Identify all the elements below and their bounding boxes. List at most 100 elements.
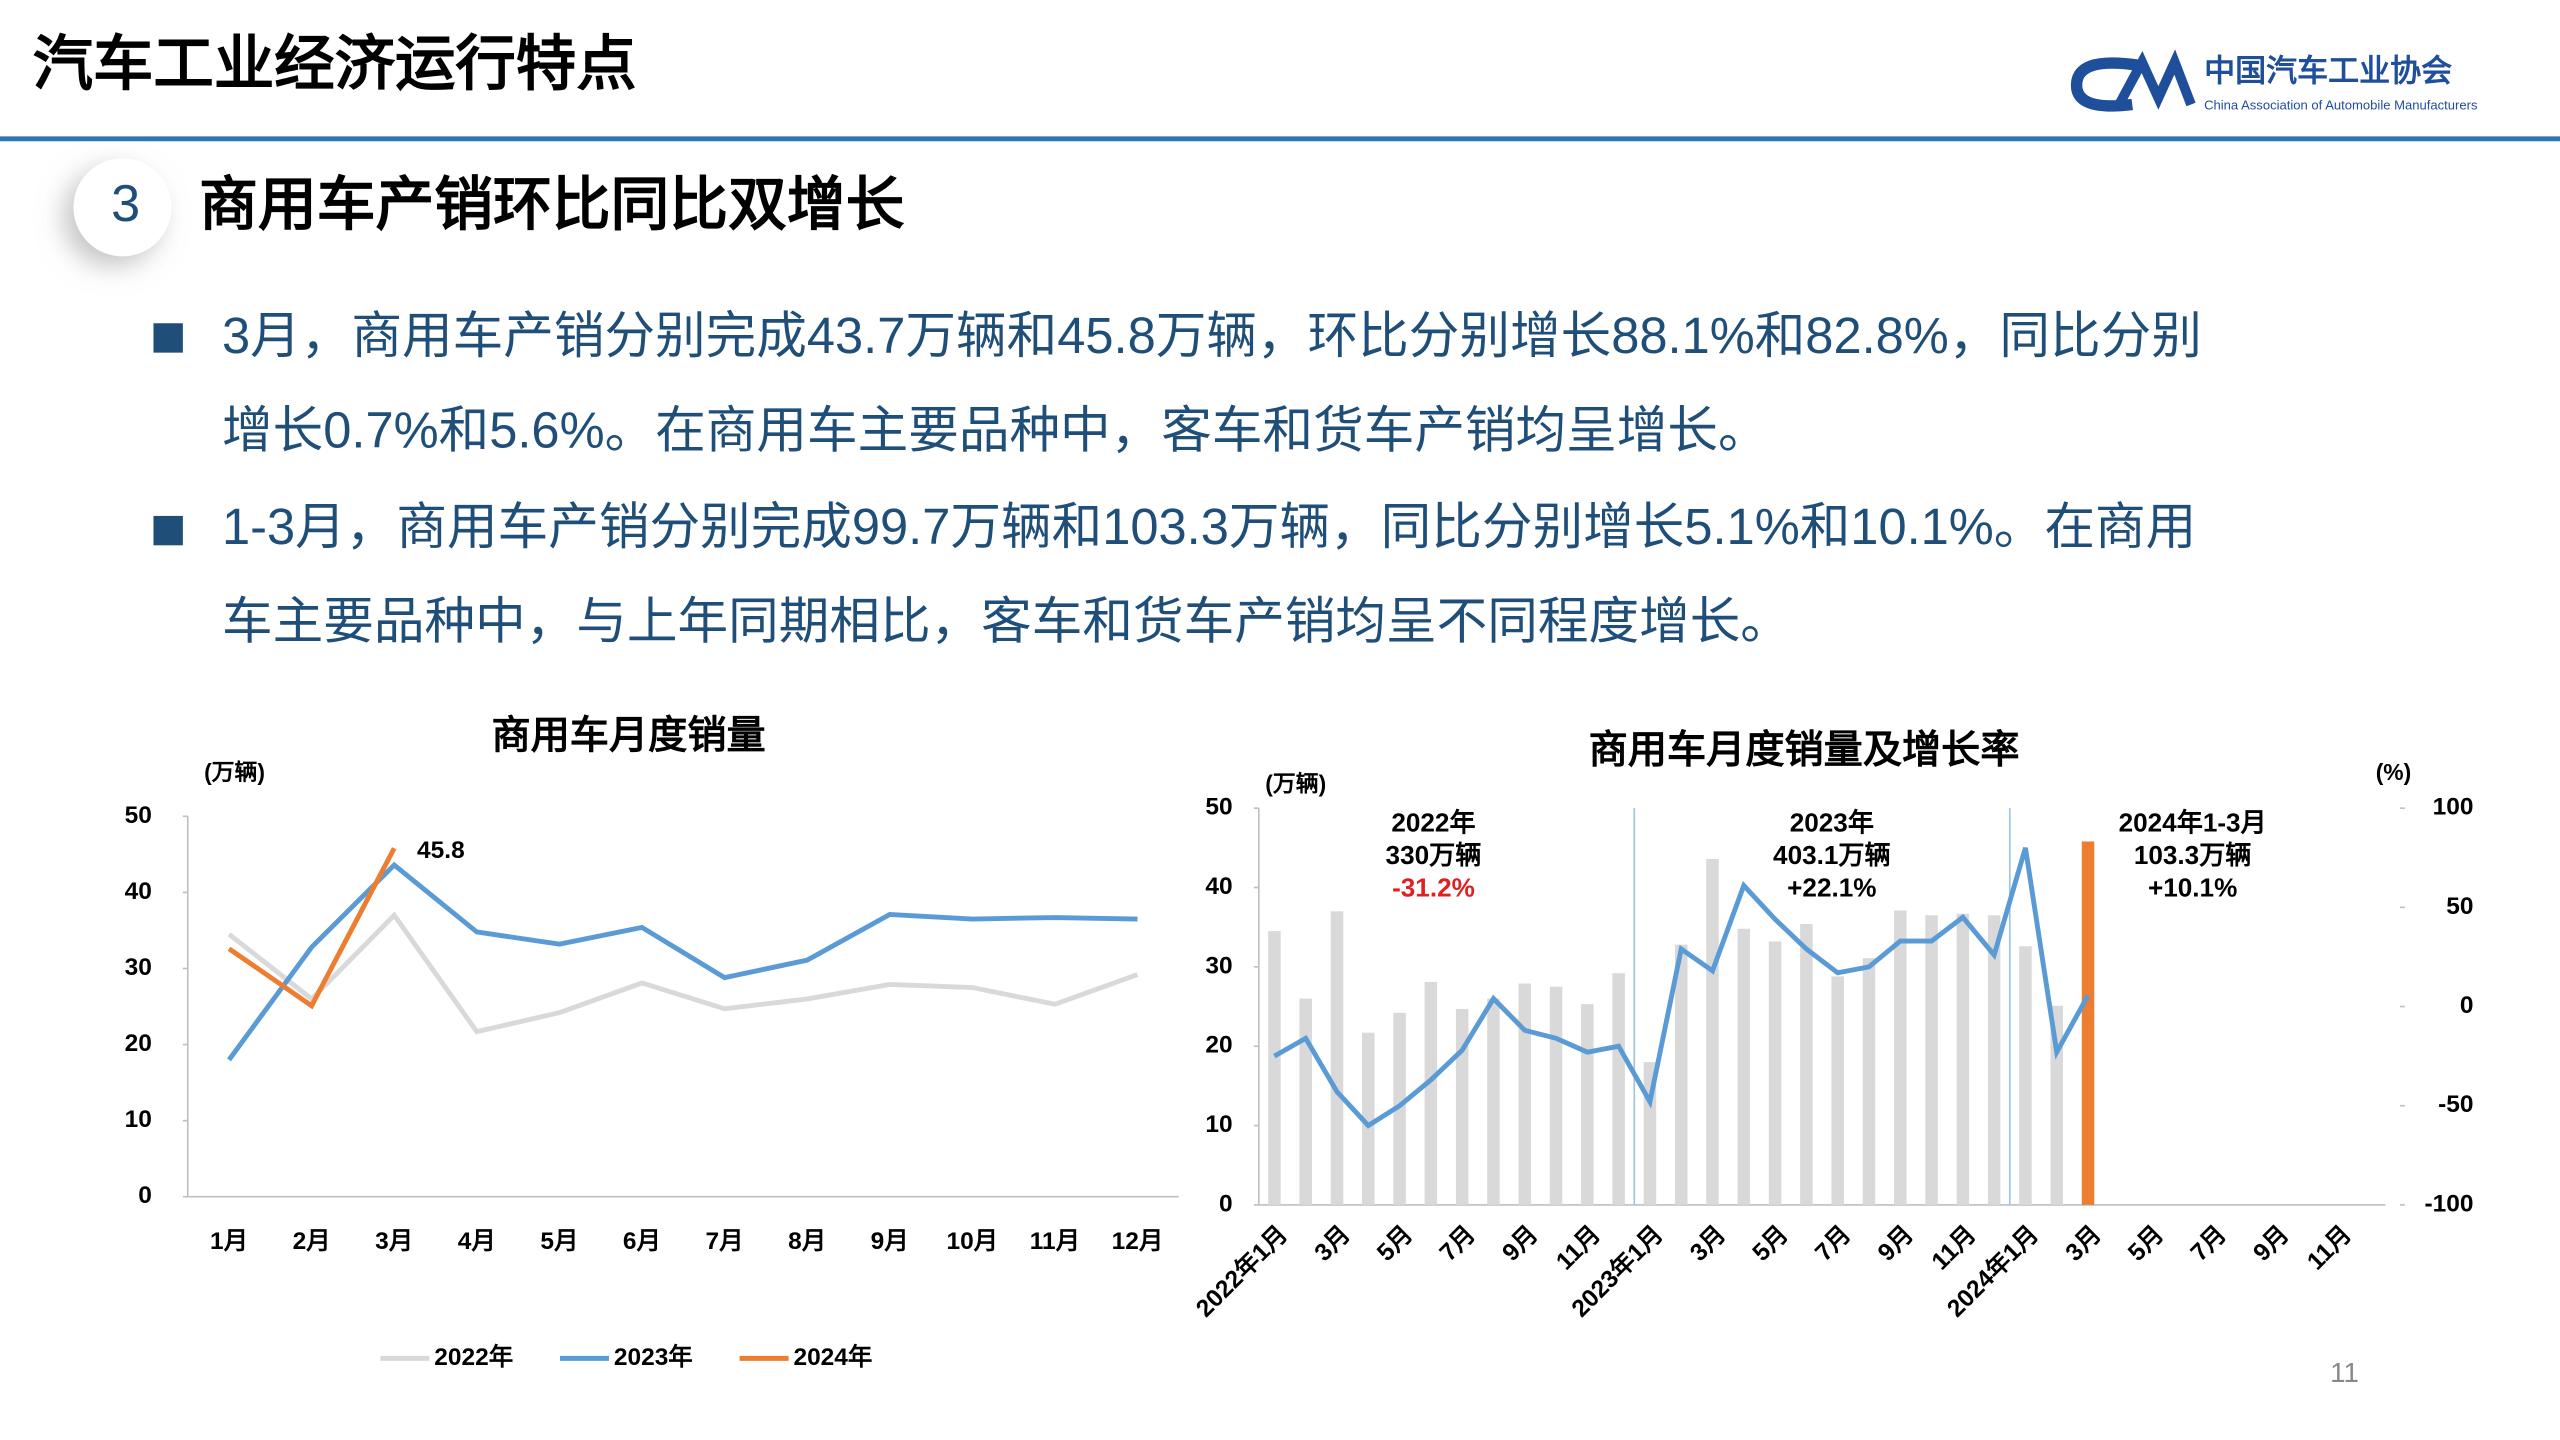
logo-english: China Association of Automobile Manufact… [2204, 98, 2478, 113]
x-tick-label: 9月 [871, 1228, 909, 1255]
bar [1706, 858, 1719, 1205]
bullet-marker [153, 515, 183, 546]
y-axis-label: (万辆) [204, 759, 265, 785]
x-tick-label: 5月 [2123, 1221, 2169, 1267]
y-tick-label: 30 [1205, 952, 1232, 979]
x-tick-label: 5月 [1748, 1221, 1794, 1267]
series-line [227, 861, 1138, 1062]
logo [2071, 49, 2196, 112]
y-tick-label: 0 [1219, 1190, 1233, 1217]
annotation: 2024年1-3月 [2119, 807, 2267, 837]
section-heading: 商用车产销环比同比双增长 [199, 173, 904, 238]
annotation: 403.1万辆 [1773, 840, 1891, 870]
bar [1612, 973, 1625, 1205]
bullet-line: 1-3月，商用车产销分别完成99.7万辆和103.3万辆，同比分别增长5.1%和… [222, 498, 2196, 555]
series-line [227, 847, 397, 1010]
bar [1956, 913, 1970, 1205]
x-tick-label: 9月 [1873, 1221, 1919, 1267]
y2-tick-label: -50 [2438, 1091, 2473, 1118]
series-line [227, 911, 1139, 1035]
x-tick-label: 4月 [458, 1228, 496, 1255]
bar [1581, 1004, 1594, 1205]
x-tick-label: 7月 [706, 1228, 744, 1255]
bar [2081, 841, 2095, 1205]
y-tick-label: 50 [1205, 794, 1232, 821]
bar [1862, 958, 1876, 1205]
y-tick-label: 20 [125, 1030, 152, 1057]
bar [1987, 915, 2001, 1205]
annotation: 330万辆 [1386, 840, 1482, 870]
x-tick-label: 3月 [1310, 1221, 1356, 1267]
bar [1487, 998, 1500, 1205]
bar [1518, 983, 1532, 1205]
x-tick-label: 9月 [2248, 1221, 2294, 1267]
annotation: -31.2% [1392, 873, 1475, 903]
bar [1424, 981, 1438, 1205]
annotation: +22.1% [1787, 873, 1876, 903]
annotation: +10.1% [2148, 873, 2237, 903]
bar [1831, 976, 1844, 1205]
y2-axis-label: (%) [2376, 759, 2412, 785]
bar [1362, 1032, 1375, 1205]
y-axis-label: (万辆) [1265, 770, 1326, 796]
growth-line [1273, 847, 2091, 1129]
y-tick-label: 40 [125, 878, 152, 905]
y-tick-label: 0 [138, 1182, 152, 1209]
x-tick-label: 7月 [2186, 1221, 2232, 1267]
x-tick-label: 3月 [375, 1228, 413, 1255]
bar [1330, 911, 1344, 1205]
x-tick-label: 2月 [293, 1228, 331, 1255]
chart-title: 商用车月度销量及增长率 [1589, 729, 2020, 772]
y2-tick-label: 50 [2446, 893, 2473, 920]
x-tick-label: 5月 [1372, 1221, 1418, 1267]
bullet-line: 增长0.7%和5.6%。在商用车主要品种中，客车和货车产销均呈增长。 [222, 402, 1769, 459]
bar [1737, 928, 1751, 1205]
bar [1455, 1008, 1469, 1205]
x-tick-label: 11月 [2302, 1221, 2357, 1276]
y2-tick-label: 100 [2433, 794, 2474, 821]
x-tick-label: 12月 [1112, 1228, 1164, 1255]
bar [1393, 1012, 1406, 1205]
x-tick-label: 1月 [210, 1228, 248, 1255]
y2-tick-label: -100 [2424, 1190, 2473, 1217]
annotation: 2023年 [1790, 807, 1874, 837]
chart-title: 商用车月度销量 [491, 714, 765, 757]
bar [1549, 986, 1563, 1205]
y2-tick-label: 0 [2460, 992, 2474, 1019]
bar [1299, 998, 1312, 1205]
section-number: 3 [111, 175, 140, 233]
data-label: 45.8 [417, 837, 465, 864]
x-tick-label: 2022年1月 [1190, 1219, 1293, 1322]
bar [1925, 915, 1938, 1205]
y-tick-label: 10 [125, 1106, 152, 1133]
annotation: 103.3万辆 [2134, 840, 2252, 870]
legend-label: 2023年 [614, 1342, 693, 1371]
slide-title: 汽车工业经济运行特点 [33, 30, 637, 98]
page-number: 11 [2330, 1357, 2359, 1388]
y-tick-label: 40 [1205, 873, 1232, 900]
section-badge [73, 158, 172, 257]
bullet-line: 车主要品种中，与上年同期相比，客车和货车产销均呈不同程度增长。 [222, 593, 1791, 650]
x-tick-label: 5月 [540, 1228, 578, 1255]
x-tick-label: 11月 [1927, 1221, 1982, 1276]
x-tick-label: 3月 [1685, 1221, 1731, 1267]
legend-label: 2024年 [793, 1342, 872, 1371]
bar [2050, 1005, 2063, 1205]
bar [2019, 946, 2032, 1205]
bar [1674, 944, 1688, 1205]
x-tick-label: 3月 [2061, 1221, 2107, 1267]
x-tick-label: 7月 [1810, 1221, 1856, 1267]
x-tick-label: 7月 [1435, 1221, 1481, 1267]
x-tick-label: 9月 [1497, 1221, 1543, 1267]
x-tick-label: 11月 [1551, 1221, 1606, 1276]
bar [1894, 910, 1907, 1205]
x-tick-label: 11月 [1030, 1228, 1080, 1255]
bar [1800, 924, 1813, 1205]
logo-name: 中国汽车工业协会 [2204, 54, 2452, 89]
bar [1768, 941, 1782, 1205]
y-tick-label: 10 [1205, 1111, 1232, 1138]
y-tick-label: 30 [125, 954, 152, 981]
legend-label: 2022年 [434, 1342, 513, 1371]
